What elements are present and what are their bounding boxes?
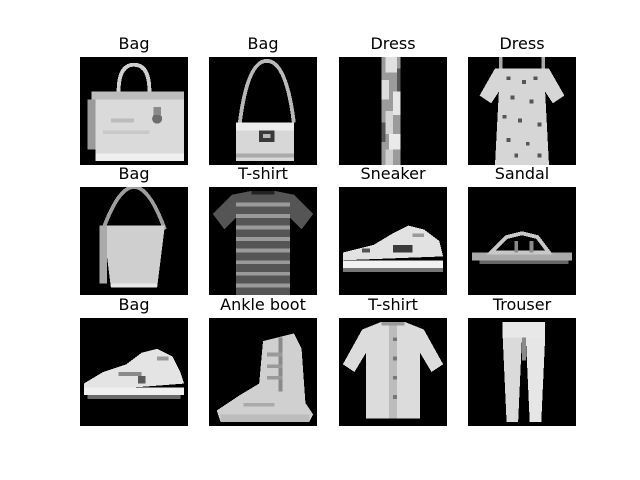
panel-label: Bag [118, 164, 150, 183]
sandal-icon [468, 187, 576, 295]
panel-label: T-shirt [368, 295, 418, 314]
panel-label: Trouser [492, 295, 552, 314]
panel-label: Bag [118, 34, 150, 53]
sneaker-icon [80, 318, 188, 426]
panel-label: Dress [499, 34, 545, 53]
hobo-bag-icon [80, 187, 188, 295]
slim-dress-icon [339, 57, 447, 165]
shirt-icon [339, 318, 447, 426]
panel-label: Ankle boot [220, 295, 306, 314]
shoulder-bag-icon [209, 57, 317, 165]
sneaker-icon [339, 187, 447, 295]
striped-tshirt-icon [209, 187, 317, 295]
handbag-icon [80, 57, 188, 165]
panel-label: T-shirt [238, 164, 288, 183]
panel-label: Sneaker [360, 164, 426, 183]
panel-label: Sandal [494, 164, 550, 183]
panel-label: Bag [118, 295, 150, 314]
ankle-boot-icon [209, 318, 317, 426]
panel-label: Dress [370, 34, 416, 53]
panel-label: Bag [247, 34, 279, 53]
patterned-dress-icon [468, 57, 576, 165]
trouser-icon [468, 318, 576, 426]
